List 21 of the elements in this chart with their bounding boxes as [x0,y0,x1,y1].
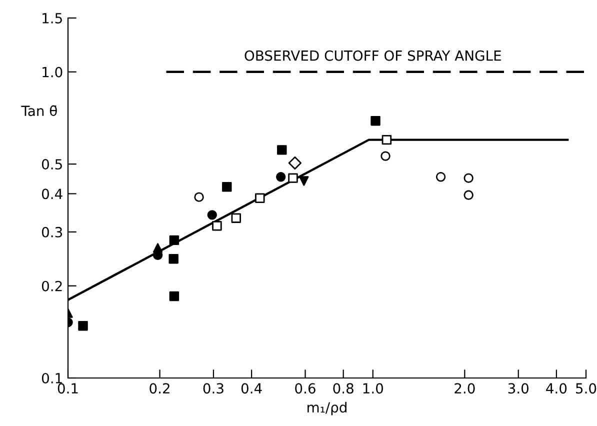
y-tick-label: 0.2 [42,280,62,292]
x-tick-label: 4.0 [546,383,567,394]
annotation: OBSERVED CUTOFF OF SPRAY ANGLE [244,50,501,61]
y-tick-label: 0.1 [42,372,62,384]
y-tick-label: 0.4 [42,188,62,200]
x-tick-label: 0.1 [58,383,78,394]
x-tick-label: 0.2 [150,383,170,394]
x-tick-label: 2.0 [454,383,475,394]
x-tick-label: 3.0 [508,383,528,394]
y-tick-label: 0.3 [42,226,62,238]
x-tick-label: 1.0 [363,383,384,394]
x-tick-label: 5.0 [576,383,596,394]
x-tick-label: 0.3 [203,383,224,394]
y-tick-label: 0.5 [42,159,62,170]
x-tick-label: 0.8 [333,383,354,394]
x-tick-label: 0.4 [241,383,262,394]
x-tick-label: 0.6 [295,383,316,394]
y-tick-label: 1.5 [42,13,62,24]
y-tick-label: 1.0 [42,66,62,78]
x-axis-title: m₁/ρd [308,402,346,416]
y-axis-title: Tan θ̄ [21,105,57,116]
